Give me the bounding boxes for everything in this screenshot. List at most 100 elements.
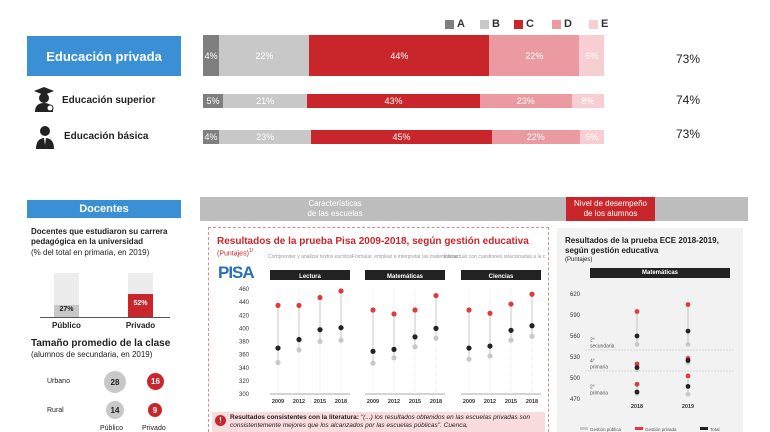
legend-swatch [445, 20, 454, 29]
point-privado [433, 292, 439, 299]
bar-segment: 45% [311, 130, 492, 144]
point-publico [391, 355, 397, 361]
legend-swatch [580, 427, 588, 430]
x-tick-label: 2015 [409, 399, 421, 405]
y-tick-label: 340 [239, 366, 250, 372]
y-tick-label: 400 [239, 326, 250, 332]
pisa-unit: (Puntajes)1/ [217, 248, 253, 257]
bar-segment: 23% [219, 130, 312, 144]
legend-label: A [457, 18, 465, 30]
caracteristicas-header-bar [200, 197, 566, 221]
pisa-title: Resultados de la prueba Pisa 2009-2018, … [217, 236, 529, 247]
class-privado-circle: 9 [148, 403, 162, 417]
point-publico [508, 337, 514, 343]
y-tick-label: 380 [239, 340, 250, 346]
ece-title: Resultados de la prueba ECE 2018-2019, s… [565, 236, 719, 255]
bar-segment: 4% [203, 35, 220, 76]
alert-icon: ! [215, 415, 226, 426]
point-publico [433, 335, 439, 341]
nivel-header-bar [655, 197, 748, 221]
pisa-chart: 460 440 420 400 380 360 340 320 300 Comprender y … [239, 254, 545, 405]
level-label: 2° [590, 338, 595, 344]
bar-segment: 23% [479, 94, 572, 108]
bar-segment: 5% [203, 94, 224, 108]
y-tick-label: 590 [570, 313, 581, 319]
point-privado [685, 302, 691, 307]
point-privado [370, 307, 376, 313]
x-tick-label: 2018 [335, 399, 347, 405]
ece-chart: 6205905605305004702°secundaria4°primaria… [570, 292, 735, 432]
class-publico-circle: 28 [104, 371, 126, 393]
bar-segment: 44% [309, 35, 490, 76]
x-tick-label: 2018 [430, 399, 442, 405]
group-name: Lectura [299, 274, 321, 280]
bar-segment: 6% [579, 130, 604, 144]
group-description: Formular, emplear e interpretar las mate… [352, 254, 459, 260]
point-total [391, 346, 397, 352]
point-total [275, 345, 281, 351]
point-publico [466, 356, 472, 362]
bar-publico-value: 27% [59, 306, 74, 313]
y-tick-label: 300 [239, 392, 250, 398]
point-total [412, 334, 418, 340]
legend-label: Gestión pública [590, 427, 622, 432]
group-description: Interactuar con cuestiones relacionadas … [444, 254, 545, 260]
point-total [634, 333, 640, 339]
point-total [296, 336, 302, 343]
group-chip [365, 270, 445, 280]
legend-label: E [601, 18, 609, 30]
legend-label: Total [710, 427, 720, 432]
group-chip [461, 270, 541, 280]
x-tick-label: 2018 [526, 399, 538, 405]
graduate-icon [33, 86, 55, 112]
row-total: 73% [676, 52, 701, 66]
point-total [508, 327, 514, 333]
point-total [338, 325, 344, 331]
pisa-note: ! Resultados consistentes con la literat… [212, 412, 545, 432]
group-description: Comprender y analizar textos escritos [268, 254, 352, 260]
level-label: 2° [590, 385, 595, 391]
level-label: 4° [590, 359, 595, 365]
legend-swatch [480, 20, 489, 29]
point-publico [685, 342, 691, 347]
class-row-label: Rural [47, 407, 64, 414]
note-bold: Resultados consistentes con la literatur… [230, 414, 359, 421]
x-tick-label: 2015 [314, 399, 326, 405]
note-text: "(...) los resultados obtenidos en las e… [230, 414, 530, 429]
point-privado [275, 302, 281, 309]
point-publico [685, 391, 691, 397]
point-publico [634, 342, 640, 347]
point-privado [466, 307, 472, 313]
legend-swatch [700, 427, 708, 430]
bar-segment: 43% [307, 94, 480, 108]
point-privado [412, 307, 418, 313]
point-publico [487, 353, 493, 359]
group-chip [270, 270, 350, 280]
group-name: Ciencias [489, 274, 514, 280]
bar-label: Público [52, 321, 81, 330]
point-total [529, 323, 535, 329]
point-privado [391, 311, 397, 317]
bar-segment: 22% [491, 130, 580, 144]
x-tick-label: 2012 [484, 399, 496, 405]
nivel-header: Nivel de desempeño de los alumnos [566, 197, 655, 221]
teacher-icon [35, 125, 55, 149]
y-tick-label: 420 [239, 313, 250, 319]
class-col-label: Privado [142, 425, 166, 432]
legend-label: D [564, 18, 572, 30]
legend-swatch [635, 427, 643, 430]
bar-segment: 22% [489, 35, 580, 76]
stacked-bar-superior: 5% 21% 43% 23% 8% [203, 94, 604, 108]
class-privado-circle: 16 [147, 373, 164, 390]
y-tick-label: 530 [570, 355, 581, 361]
point-privado [634, 381, 640, 387]
row-label: Educación privada [46, 48, 162, 64]
y-tick-label: 460 [239, 287, 250, 293]
point-total [433, 325, 439, 331]
y-tick-label: 440 [239, 300, 250, 306]
bar-segment: 6% [579, 35, 604, 76]
y-tick-label: 470 [570, 397, 581, 403]
x-tick-label: 2009 [272, 399, 284, 405]
point-total [317, 327, 323, 333]
y-tick-label: 500 [570, 376, 581, 382]
